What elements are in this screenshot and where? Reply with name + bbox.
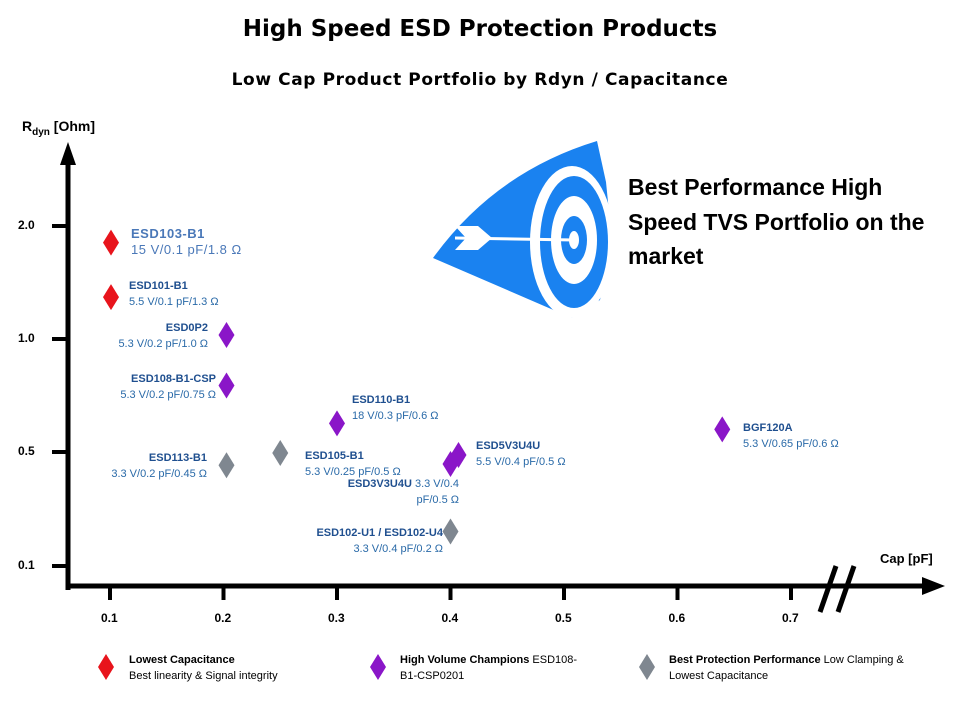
y-label-sub: dyn: [32, 126, 50, 138]
y-tick-label: 0.1: [18, 558, 35, 572]
data-point-esd3v3u4u: [442, 451, 459, 477]
y-tick-label: 2.0: [18, 218, 35, 232]
point-name: ESD105-B1: [305, 450, 364, 462]
legend-name: Best Protection Performance: [669, 654, 821, 666]
point-spec: 5.3 V/0.2 pF/0.75 Ω: [120, 389, 216, 401]
legend-name: High Volume Champions: [400, 654, 530, 666]
data-point-esd0p2: [218, 322, 235, 348]
x-tick-label: 0.7: [782, 611, 799, 625]
data-label: ESD0P2 5.3 V/0.2 pF/1.0 Ω: [118, 320, 208, 352]
data-label: ESD102-U1 / ESD102-U4 3.3 V/0.4 pF/0.2 Ω: [316, 525, 443, 557]
point-name: ESD108-B1-CSP: [131, 373, 216, 385]
x-tick-label: 0.3: [328, 611, 345, 625]
purple-diamond-icon: [370, 654, 386, 680]
data-point-esd113-b1: [218, 452, 235, 479]
point-name: BGF120A: [743, 422, 793, 434]
legend-desc: ESD108-B1-CSP0201: [400, 654, 578, 682]
x-axis-arrow: [922, 577, 945, 595]
data-label: ESD110-B1 18 V/0.3 pF/0.6 Ω: [352, 392, 439, 424]
legend-item-protection: Best Protection Performance Low Clamping…: [637, 652, 917, 684]
legend-item-low-cap: Lowest Capacitance Best linearity & Signa…: [96, 652, 278, 684]
point-name: ESD110-B1: [352, 394, 411, 406]
point-name: ESD5V3U4U: [476, 440, 541, 452]
y-axis-label: Rdyn [Ohm]: [22, 118, 95, 138]
chart-title: High Speed ESD Protection Products: [242, 16, 718, 42]
data-point-esd110-b1: [329, 410, 345, 437]
x-tick-label: 0.5: [555, 611, 572, 625]
point-spec: 3.3 V/0.4 pF/0.5 Ω: [414, 478, 459, 506]
x-axis-label: Cap [pF]: [880, 551, 933, 566]
point-spec: 18 V/0.3 pF/0.6 Ω: [352, 410, 439, 422]
data-label: ESD3V3U4U 3.3 V/0.4 pF/0.5 Ω: [334, 476, 459, 508]
target-arrow-icon: [433, 141, 614, 318]
red-diamond-icon: [98, 654, 114, 680]
data-point-esd105-b1: [272, 440, 289, 466]
legend-item-volume: High Volume Champions ESD108-B1-CSP0201: [368, 652, 578, 684]
data-label: ESD5V3U4U 5.5 V/0.4 pF/0.5 Ω: [476, 438, 566, 470]
point-name: ESD102-U1 / ESD102-U4: [316, 527, 443, 539]
x-tick-label: 0.4: [441, 611, 459, 625]
axis-break-mark: [817, 565, 839, 613]
point-spec: 5.3 V/0.2 pF/1.0 Ω: [118, 338, 208, 350]
chart-subtitle: Low Cap Product Portfolio by Rdyn / Capa…: [231, 70, 729, 90]
x-tick-label: 0.2: [214, 611, 232, 625]
data-label: ESD108-B1-CSP 5.3 V/0.2 pF/0.75 Ω: [120, 371, 216, 403]
y-tick-label: 1.0: [18, 331, 35, 345]
data-point-esd101-b1: [103, 284, 119, 311]
legend-desc: Best linearity & Signal integrity: [129, 670, 278, 682]
data-point-esd102-u1-esd102-u4: [442, 518, 459, 545]
data-label: ESD103-B1 15 V/0.1 pF/1.8 Ω: [131, 226, 242, 258]
data-label: ESD101-B1 5.5 V/0.1 pF/1.3 Ω: [129, 278, 219, 310]
data-label: ESD113-B1 3.3 V/0.2 pF/0.45 Ω: [111, 450, 207, 482]
y-axis-arrow: [60, 142, 76, 165]
promo-text: Best Performance High Speed TVS Portfoli…: [628, 174, 925, 269]
y-label-main: R: [22, 118, 33, 134]
legend-desc: Low Clamping & Lowest Capacitance: [669, 654, 904, 682]
data-point-esd108-b1-csp: [218, 372, 235, 399]
axis-break-mark: [835, 565, 857, 613]
y-tick-label: 0.5: [18, 444, 35, 458]
point-name: ESD101-B1: [129, 280, 188, 292]
axes: [52, 142, 945, 613]
data-point-bgf120a: [714, 416, 731, 443]
point-name: ESD3V3U4U: [347, 478, 412, 490]
legend-name: Lowest Capacitance: [129, 654, 235, 666]
x-tick-label: 0.6: [668, 611, 686, 625]
point-name: ESD103-B1: [131, 226, 205, 241]
x-tick-label: 0.1: [101, 611, 118, 625]
data-label: ESD105-B1 5.3 V/0.25 pF/0.5 Ω: [305, 448, 401, 480]
y-label-unit: [Ohm]: [49, 118, 96, 134]
point-spec: 5.3 V/0.25 pF/0.5 Ω: [305, 466, 401, 478]
point-spec: 5.3 V/0.65 pF/0.6 Ω: [743, 438, 839, 450]
point-name: ESD0P2: [165, 322, 208, 334]
point-spec: 15 V/0.1 pF/1.8 Ω: [131, 242, 242, 257]
point-spec: 3.3 V/0.4 pF/0.2 Ω: [353, 543, 443, 555]
data-label: BGF120A 5.3 V/0.65 pF/0.6 Ω: [743, 420, 839, 452]
data-point-esd103-b1: [103, 229, 119, 256]
point-spec: 3.3 V/0.2 pF/0.45 Ω: [111, 468, 207, 480]
point-spec: 5.5 V/0.4 pF/0.5 Ω: [476, 456, 566, 468]
point-name: ESD113-B1: [148, 452, 207, 464]
point-spec: 5.5 V/0.1 pF/1.3 Ω: [129, 296, 219, 308]
grey-diamond-icon: [639, 654, 655, 680]
